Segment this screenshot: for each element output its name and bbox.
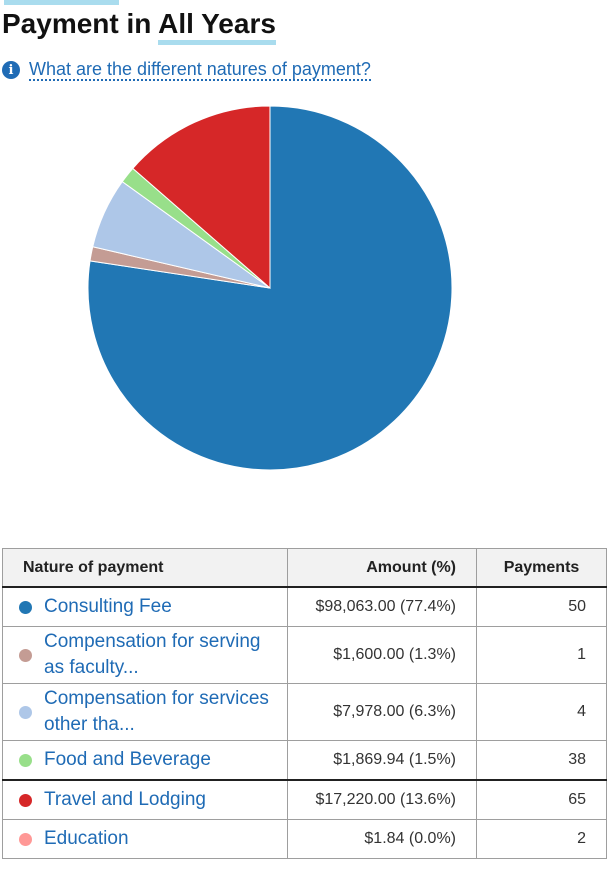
table-row: Consulting Fee $98,063.00 (77.4%) 50	[2, 586, 607, 627]
table-header-row: Nature of payment Amount (%) Payments	[2, 548, 607, 588]
nature-link[interactable]: Compensation for services other tha...	[44, 688, 269, 735]
page-title: Payment in All Years	[2, 6, 276, 45]
nature-cell: Travel and Lodging	[2, 779, 288, 820]
nature-link[interactable]: Travel and Lodging	[44, 789, 206, 810]
payments-count-cell: 65	[476, 779, 607, 820]
nature-cell: Consulting Fee	[2, 586, 288, 627]
table-row: Food and Beverage $1,869.94 (1.5%) 38	[2, 740, 607, 781]
legend-dot	[19, 705, 32, 719]
nature-link[interactable]: Food and Beverage	[44, 749, 211, 770]
page-title-highlight: All Years	[158, 8, 276, 45]
nature-link[interactable]: Compensation for serving as faculty...	[44, 631, 261, 678]
payments-count-cell: 50	[476, 586, 607, 627]
nature-cell: Education	[2, 819, 288, 859]
payments-count-cell: 4	[476, 683, 607, 741]
header-amount: Amount (%)	[287, 548, 477, 588]
header-nature: Nature of payment	[2, 548, 288, 588]
amount-cell: $98,063.00 (77.4%)	[287, 586, 477, 627]
payments-count-cell: 38	[476, 740, 607, 781]
nature-cell: Compensation for services other tha...	[2, 683, 288, 741]
legend-dot	[19, 793, 32, 807]
table-row: Compensation for serving as faculty... $…	[2, 626, 607, 684]
amount-cell: $7,978.00 (6.3%)	[287, 683, 477, 741]
payments-count-cell: 1	[476, 626, 607, 684]
payment-pie-chart	[87, 105, 453, 471]
header-payments: Payments	[476, 548, 607, 588]
page-title-prefix: Payment in	[2, 8, 159, 39]
legend-dot	[19, 753, 32, 767]
info-icon: i	[2, 61, 20, 79]
nature-link[interactable]: Education	[44, 828, 129, 849]
nature-info-link[interactable]: What are the different natures of paymen…	[29, 59, 371, 81]
nature-cell: Food and Beverage	[2, 740, 288, 781]
legend-dot	[19, 600, 32, 614]
payment-table: Nature of payment Amount (%) Payments Co…	[2, 548, 607, 859]
amount-cell: $17,220.00 (13.6%)	[287, 779, 477, 820]
nature-cell: Compensation for serving as faculty...	[2, 626, 288, 684]
legend-dot	[19, 832, 32, 846]
title-accent-bar	[4, 0, 119, 5]
amount-cell: $1,869.94 (1.5%)	[287, 740, 477, 781]
amount-cell: $1,600.00 (1.3%)	[287, 626, 477, 684]
table-row: Education $1.84 (0.0%) 2	[2, 819, 607, 859]
info-row: i What are the different natures of paym…	[2, 58, 371, 82]
nature-link[interactable]: Consulting Fee	[44, 596, 172, 617]
payments-count-cell: 2	[476, 819, 607, 859]
table-row: Compensation for services other tha... $…	[2, 683, 607, 741]
table-row: Travel and Lodging $17,220.00 (13.6%) 65	[2, 779, 607, 820]
amount-cell: $1.84 (0.0%)	[287, 819, 477, 859]
legend-dot	[19, 648, 32, 662]
pie-slice-travel-and-lodging[interactable]	[132, 105, 271, 290]
